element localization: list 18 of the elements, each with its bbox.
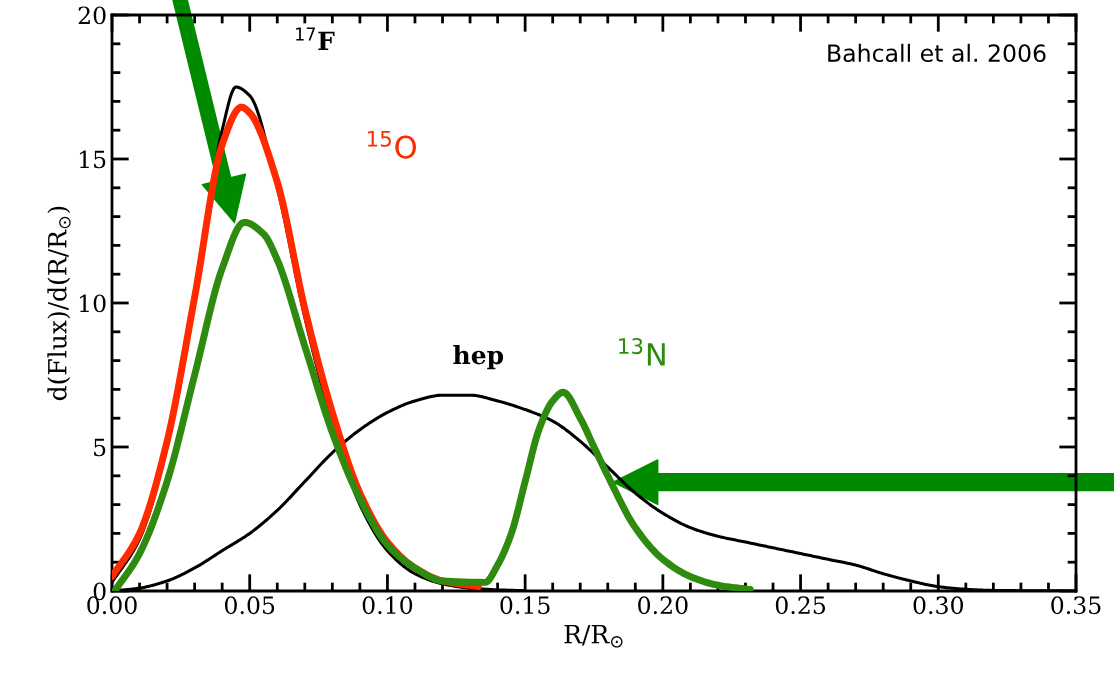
x-tick-label: 0.35: [1051, 596, 1101, 615]
y-tick-label: 5: [94, 438, 106, 457]
x-tick-label: 0.10: [362, 596, 413, 615]
x-tick-label: 0.20: [638, 596, 688, 615]
annotation: Bahcall et al. 2006: [828, 43, 1046, 63]
x-tick-label: 0.15: [500, 596, 550, 615]
text: $^{15}$O: [367, 130, 416, 159]
series-label: hep: [453, 345, 504, 370]
y-tick-label: 15: [79, 150, 106, 169]
y-tick-label: 10: [79, 294, 106, 313]
y-axis-title: d(Flux)/d(R/R$_{⊙}$): [47, 206, 71, 401]
x-axis-title: R/R$_{⊙}$: [564, 625, 623, 648]
x-tick-label: 0.25: [775, 596, 826, 615]
series-label: $^{13}$N: [619, 337, 665, 366]
legend-label: $^{17}$F: [296, 27, 335, 50]
x-tick-label: 0.30: [913, 596, 963, 615]
x-tick-label: 0.05: [224, 596, 275, 615]
y-tick-label: 20: [78, 6, 106, 25]
